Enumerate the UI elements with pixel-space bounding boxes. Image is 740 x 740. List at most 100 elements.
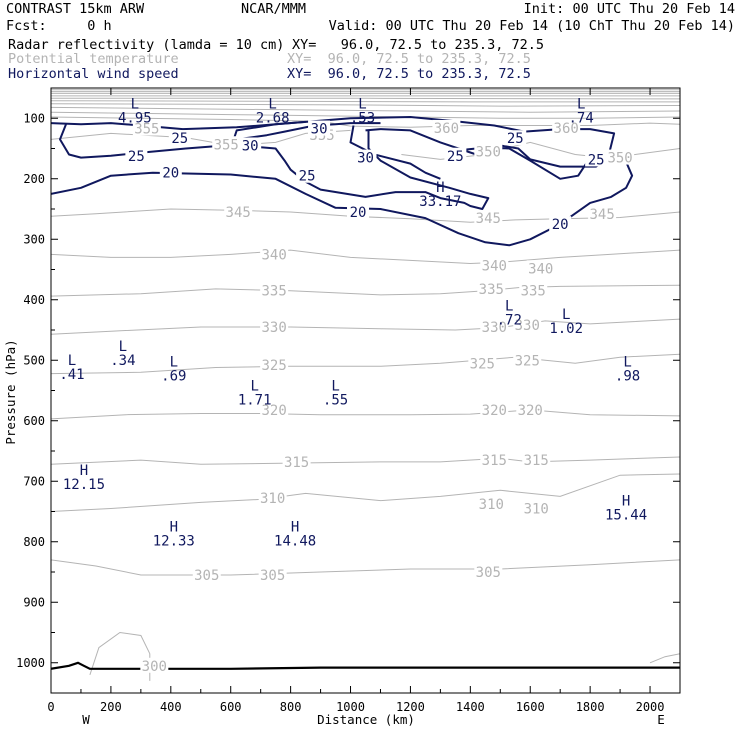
theta-contour-320 [51,409,680,420]
theta-label-bg [282,453,311,469]
theta-label-bg [480,257,509,273]
theta-label-360: 360 [434,121,459,137]
x-tick-label: 1200 [396,700,425,714]
model-title: CONTRAST 15km ARW [6,1,145,17]
x-axis-label: Distance (km) [317,712,415,727]
init-time: Init: 00 UTC Thu 20 Feb 14 [524,1,735,17]
extremum-L-marker: L [358,97,366,113]
extremum-L-marker: L [331,379,339,395]
field-xy-theta: XY= 96.0, 72.5 to 235.3, 72.5 [287,51,531,67]
wind-label-25: 25 [447,149,464,165]
wind-label-bg [168,130,191,146]
wind-label-30: 30 [242,138,259,154]
extremum-value: 14.48 [274,533,316,549]
wind-label-bg [354,149,377,165]
theta-label-bg [260,318,289,334]
wind-label-20: 20 [552,217,569,233]
theta-contour-365 [51,111,680,119]
theta-label-bg [258,567,287,583]
extremum-value: .74 [569,111,594,127]
theta-label-bg [132,120,161,136]
y-axis-label: Pressure (hPa) [3,339,18,444]
theta-contour-370 [51,106,680,113]
forecast-hour: Fcst: 0 h [6,18,112,34]
theta-label-340: 340 [482,258,507,274]
theta-label-bg [552,119,581,135]
theta-label-315: 315 [524,453,549,469]
theta-label-325: 325 [515,353,540,369]
theta-label-bg [260,282,289,298]
theta-label-bg [474,143,503,159]
theta-label-330: 330 [515,318,540,334]
x-tick-label: 600 [220,700,242,714]
theta-label-340: 340 [261,247,286,263]
theta-contour-375 [51,103,680,107]
wind-label-25: 25 [507,131,524,147]
theta-label-bg [480,401,509,417]
wind-contour-30 [236,130,490,210]
theta-label-bg [522,500,551,516]
theta-label-330: 330 [261,320,286,336]
field-xy-reflectivity: XY= 96.0, 72.5 to 235.3, 72.5 [292,37,544,53]
theta-label-bg [526,260,555,276]
ground-line [51,661,680,670]
x-tick-label: 1600 [516,700,545,714]
theta-contour-380 [51,100,680,103]
theta-contour-340 [51,249,680,265]
extremum-value: .98 [615,368,640,384]
theta-contour-305 [51,559,680,576]
extremum-L-marker: L [562,307,570,323]
theta-label-335: 335 [521,284,546,300]
x-tick-label: 800 [280,700,302,714]
y-tick-label: 600 [23,414,45,428]
extremum-value: 1.71 [238,393,272,409]
theta-label-340: 340 [528,261,553,277]
wind-label-bg [159,164,182,180]
extremum-L-marker: L [250,379,258,395]
theta-label-330: 330 [482,320,507,336]
theta-label-bg [224,204,253,220]
theta-label-bg [260,401,289,417]
wind-contour-25 [349,125,441,180]
extremum-value: 33.17 [419,194,461,210]
theta-label-bg [260,246,289,262]
theta-label-355: 355 [134,122,159,138]
plot-frame [50,87,681,694]
theta-label-310: 310 [524,501,549,517]
extremum-value: .72 [497,313,522,329]
wind-label-bg [125,147,148,163]
theta-label-325: 325 [261,358,286,374]
extremum-value: 4.95 [118,111,152,127]
y-tick-label: 1000 [16,656,45,670]
theta-contours [51,89,680,681]
theta-label-335: 335 [479,282,504,298]
extremum-value: .69 [161,368,186,384]
extremum-value: .55 [323,393,348,409]
wind-label-bg [444,147,467,163]
theta-label-310: 310 [260,491,285,507]
theta-label-360: 360 [554,121,579,137]
contour-labels: 305 305 305 310 310 310 315 315 315 320 320 320 325 3… [125,119,635,675]
extremum-value: 15.44 [605,507,647,523]
theta-label-bg [140,657,169,673]
extremum-value: 2.68 [256,111,290,127]
wind-label-30: 25 [299,169,316,185]
theta-contour-300 [649,653,680,664]
extremum-L-marker: L [119,339,127,355]
theta-label-bg [522,452,551,468]
center-label: NCAR/MMM [241,1,306,17]
theta-label-325: 325 [470,356,495,372]
y-tick-label: 900 [23,595,45,609]
extremum-value: 1.02 [549,321,583,337]
extremum-H-marker: H [436,180,444,196]
extremum-L-marker: L [623,354,631,370]
wind-label-25: 25 [128,149,145,165]
wind-label-bg [308,120,331,136]
x-tick-label: 1400 [456,700,485,714]
theta-label-355: 355 [214,137,239,153]
y-tick-label: 200 [23,172,45,186]
x-tick-label: 2000 [636,700,665,714]
wind-label-20: 20 [350,205,367,221]
theta-label-320: 320 [518,403,543,419]
theta-label-315: 315 [482,453,507,469]
